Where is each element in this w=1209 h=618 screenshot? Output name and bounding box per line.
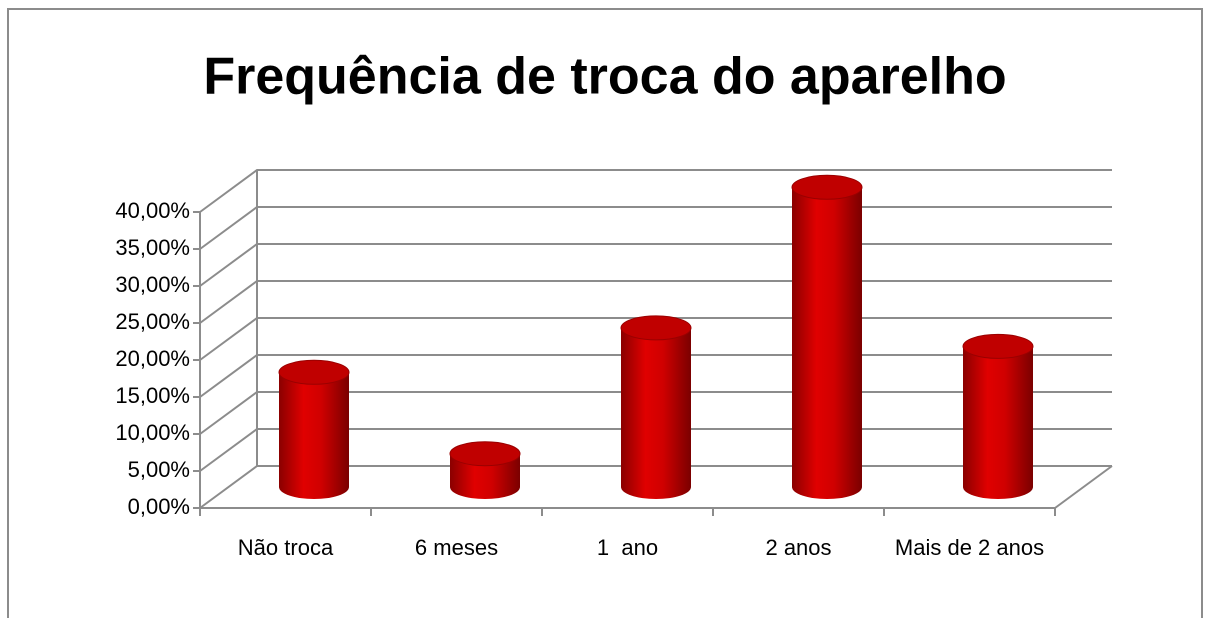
bar-top bbox=[791, 174, 863, 200]
y-tick-label: 25,00% bbox=[115, 309, 190, 334]
y-tick-label: 30,00% bbox=[115, 272, 190, 297]
y-tick-label: 40,00% bbox=[115, 198, 190, 223]
y-tick-label: 5,00% bbox=[128, 457, 190, 482]
chart-title: Frequência de troca do aparelho bbox=[203, 48, 1006, 106]
y-tick-label: 0,00% bbox=[128, 494, 190, 519]
y-tick-label: 15,00% bbox=[115, 383, 190, 408]
grid-line bbox=[199, 206, 1112, 250]
grid-line bbox=[199, 169, 1112, 213]
x-tick-label: Mais de 2 anos bbox=[894, 535, 1045, 560]
bar bbox=[450, 453, 520, 499]
y-tick-label: 35,00% bbox=[115, 235, 190, 260]
bar-top bbox=[278, 359, 350, 385]
y-tick-label: 20,00% bbox=[115, 346, 190, 371]
bar bbox=[621, 327, 691, 499]
grid-line bbox=[199, 243, 1112, 287]
bar-top bbox=[962, 333, 1034, 359]
bar bbox=[792, 187, 862, 500]
chart-border bbox=[7, 8, 1203, 618]
x-tick-label: 6 meses bbox=[414, 535, 499, 560]
bar bbox=[963, 346, 1033, 499]
bar bbox=[279, 372, 349, 499]
bar-top bbox=[620, 315, 692, 341]
floor bbox=[1054, 465, 1113, 509]
x-tick-label: 1 ano bbox=[596, 535, 659, 560]
x-tick-label: Não troca bbox=[237, 535, 334, 560]
x-tick-label: 2 anos bbox=[765, 535, 832, 560]
bar-top bbox=[449, 441, 521, 467]
y-tick-label: 10,00% bbox=[115, 420, 190, 445]
